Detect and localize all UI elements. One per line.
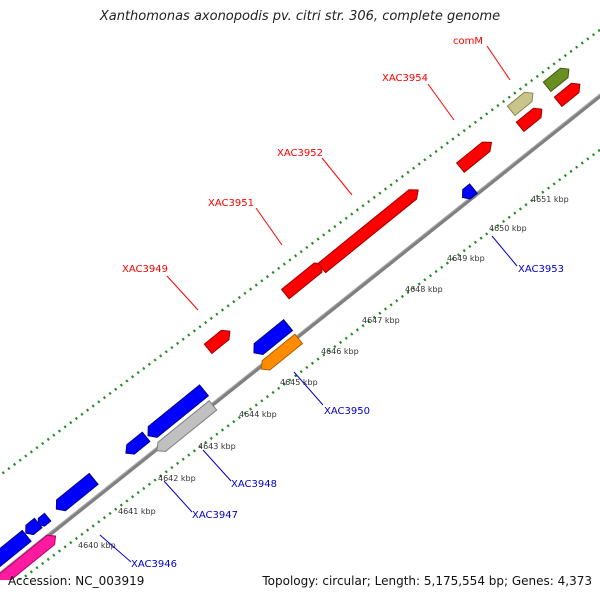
gene-xac3948[interactable] (153, 399, 218, 456)
tick-label: 4644 kbp (239, 410, 277, 419)
tick-label: 4650 kbp (489, 224, 527, 233)
tick-label: 4641 kbp (118, 507, 156, 516)
gene-rna[interactable] (0, 531, 59, 588)
gc-track-upper (0, 28, 600, 477)
tick-label: 4651 kbp (531, 195, 569, 204)
gene-xac3950[interactable] (258, 333, 304, 374)
genome-summary: Topology: circular; Length: 5,175,554 bp… (262, 574, 592, 588)
gene-reverse-4640b[interactable] (35, 512, 52, 528)
reverse-gene-labels: XAC3946 XAC3947 XAC3948 XAC3950 XAC3953 (99, 235, 564, 570)
gene-khaki[interactable] (506, 89, 536, 117)
gene-reverse-4643a[interactable] (144, 384, 210, 441)
tick-label: 4646 kbp (321, 347, 359, 356)
gene-label-xac3948[interactable]: XAC3948 (231, 479, 277, 490)
gc-track-lower (18, 148, 600, 580)
gene-label-xac3947[interactable]: XAC3947 (192, 510, 238, 521)
gene-reverse-4646[interactable] (249, 319, 294, 359)
genome-backbone (0, 93, 600, 577)
gene-xac3952[interactable] (317, 185, 422, 274)
gene-xac3946[interactable] (0, 529, 32, 571)
gene-xac3947[interactable] (52, 472, 99, 514)
gene-small-reverse[interactable] (459, 183, 478, 202)
tick-label: 4649 kbp (447, 254, 485, 263)
forward-gene-labels: XAC3949 XAC3951 XAC3952 XAC3954 comM (122, 36, 511, 311)
gene-label-xac3949[interactable]: XAC3949 (122, 264, 168, 275)
position-ticks: 4640 kbp 4641 kbp 4642 kbp 4643 kbp 4644… (78, 195, 569, 550)
gene-label-xac3953[interactable]: XAC3953 (518, 264, 564, 275)
gene-reverse-4642[interactable] (122, 431, 151, 458)
genome-backbone-highlight (0, 93, 600, 573)
gene-xac3949[interactable] (203, 327, 233, 355)
gene-comm[interactable] (553, 80, 583, 108)
gene-label-xac3946[interactable]: XAC3946 (131, 559, 177, 570)
tick-label: 4643 kbp (198, 442, 236, 451)
tick-label: 4642 kbp (158, 474, 196, 483)
tick-label: 4648 kbp (405, 285, 443, 294)
tick-label: 4640 kbp (78, 541, 116, 550)
tick-label: 4645 kbp (280, 378, 318, 387)
tick-label: 4647 kbp (362, 316, 400, 325)
gene-label-comm[interactable]: comM (453, 36, 483, 47)
gene-label-xac3954[interactable]: XAC3954 (382, 73, 428, 84)
gene-olive[interactable] (542, 65, 572, 93)
gene-xac3954[interactable] (515, 105, 545, 133)
gene-label-xac3950[interactable]: XAC3950 (324, 406, 370, 417)
gene-xac3953-forward[interactable] (455, 138, 496, 173)
accession-label: Accession: NC_003919 (8, 574, 145, 588)
map-title: Xanthomonas axonopodis pv. citri str. 30… (99, 9, 501, 24)
gene-label-xac3951[interactable]: XAC3951 (208, 198, 254, 209)
gene-label-xac3952[interactable]: XAC3952 (277, 148, 323, 159)
